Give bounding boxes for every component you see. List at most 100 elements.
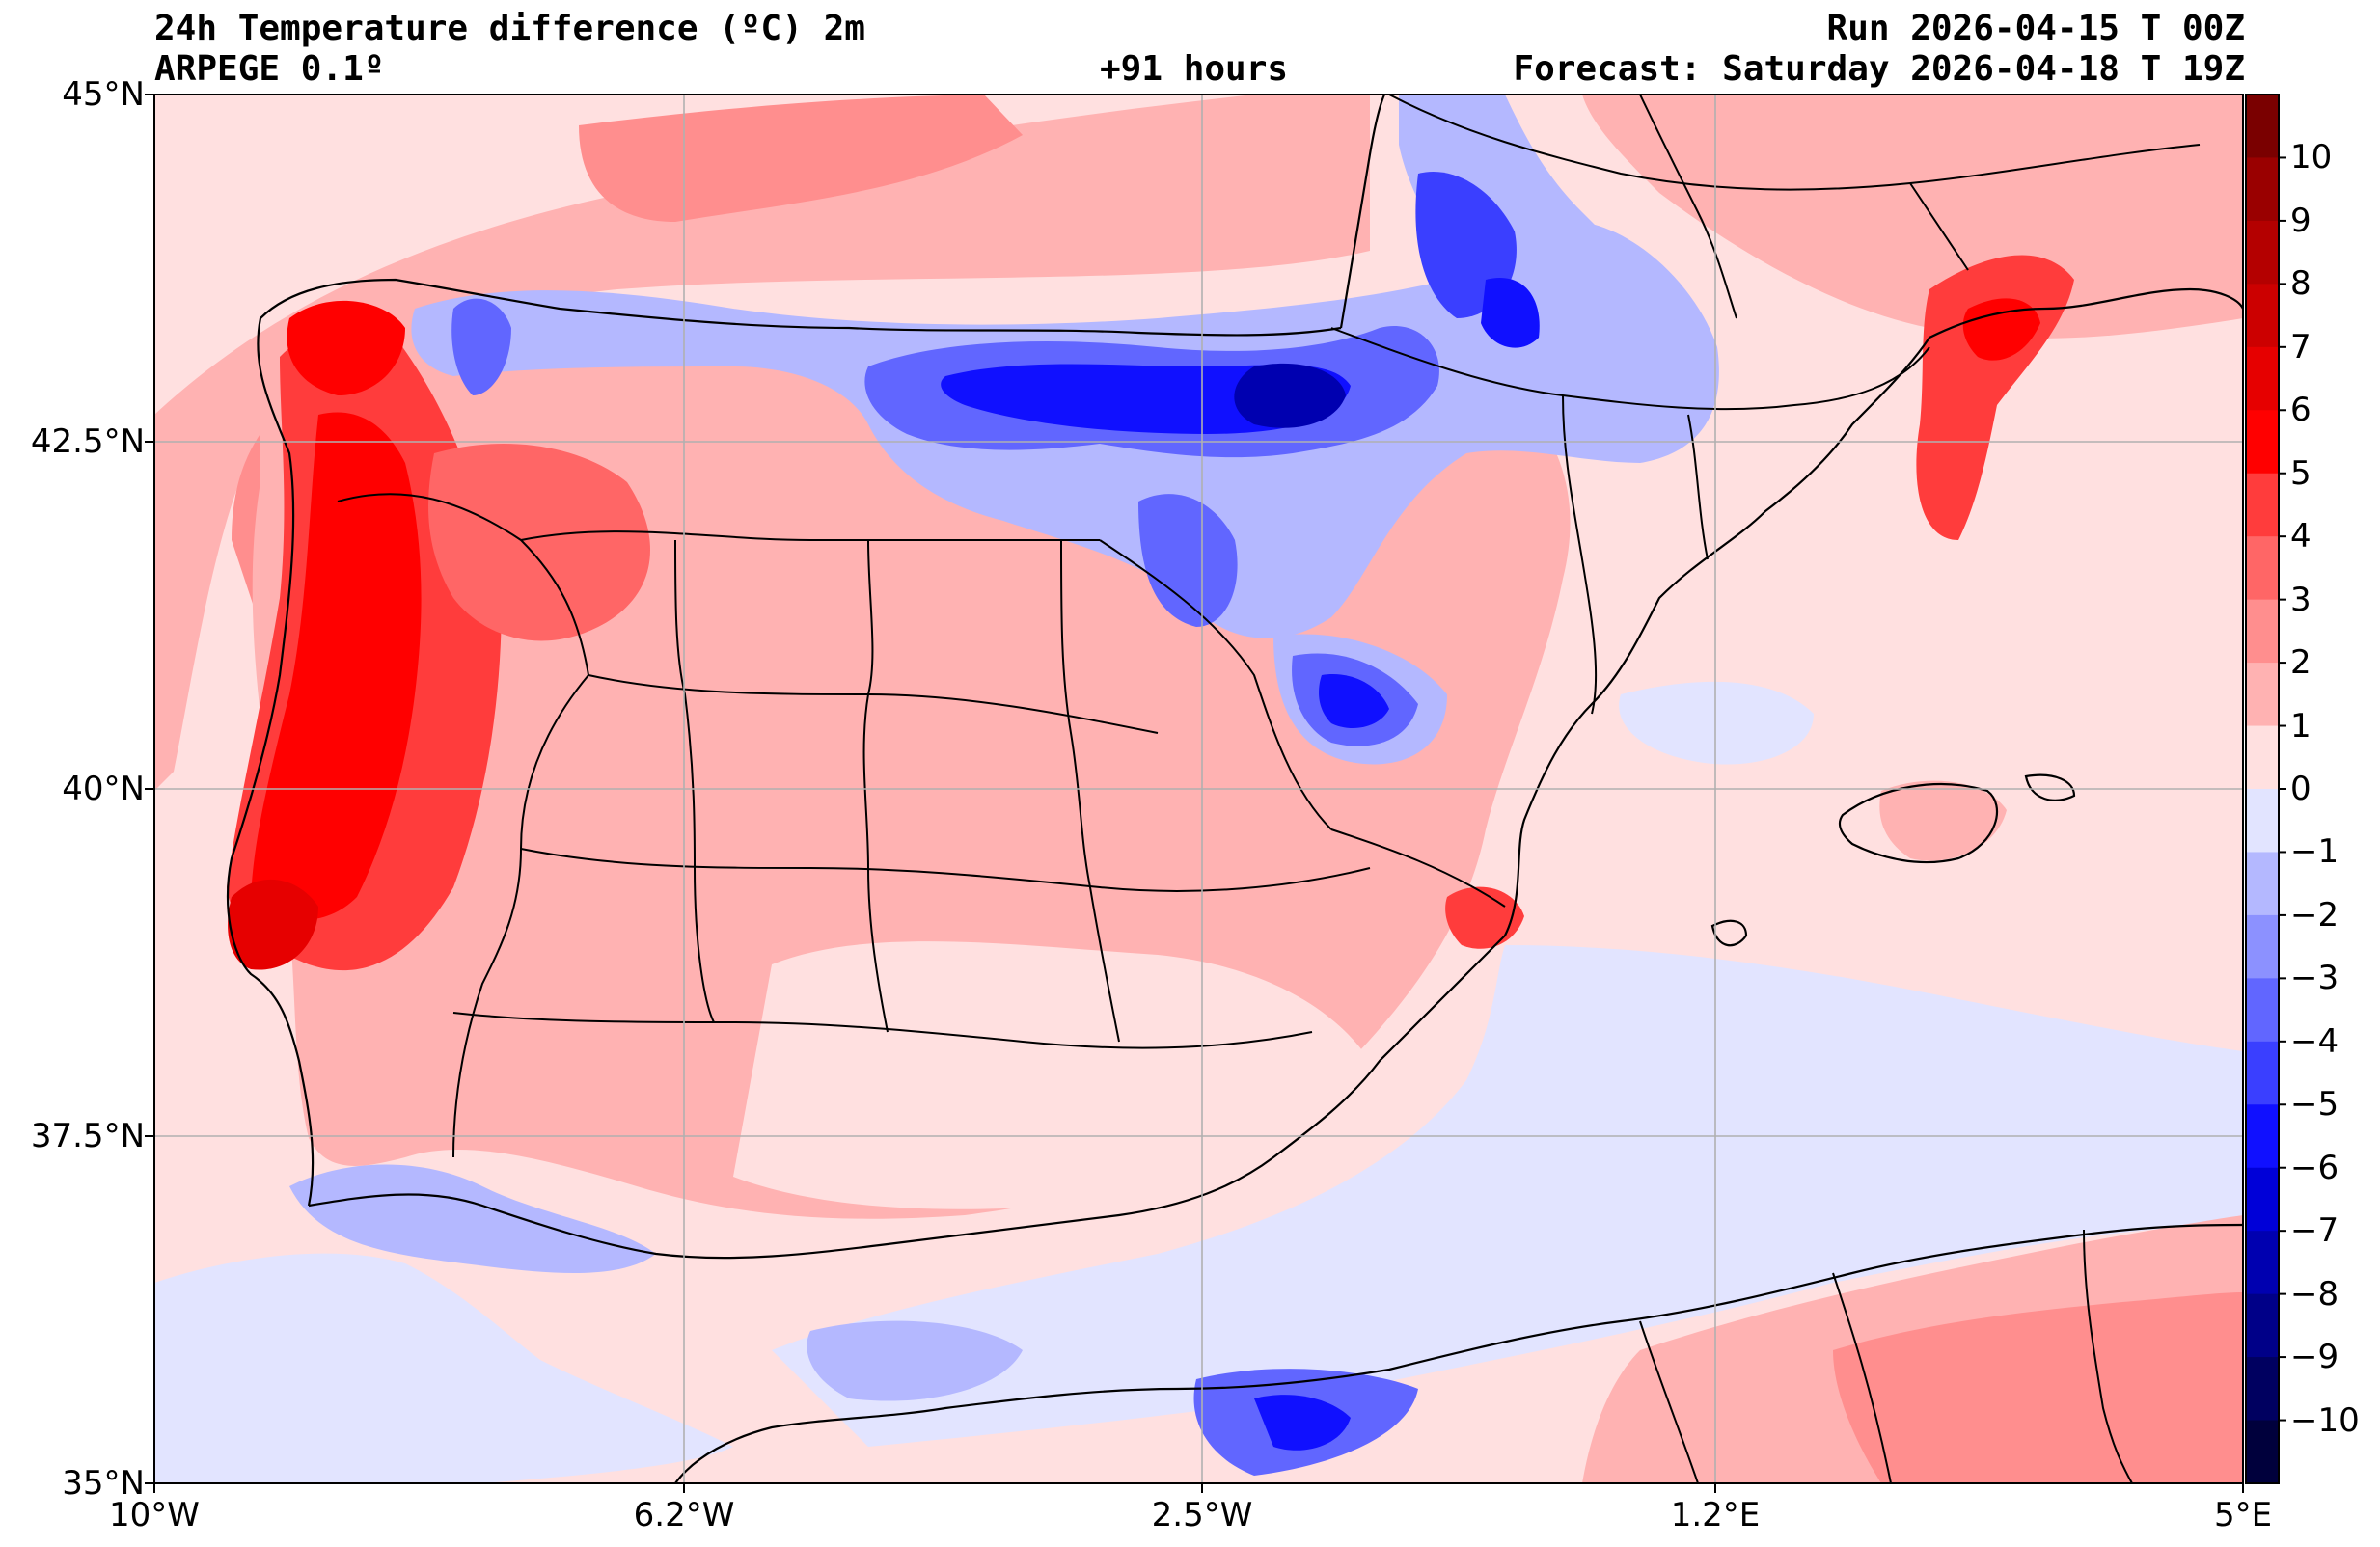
lat-label-42-5n: 42.5°N (30, 422, 145, 461)
colorbar-label: −2 (2290, 895, 2339, 935)
admin-borders (337, 95, 2201, 1483)
run-label: Run 2026-04-15 T 00Z (1826, 9, 2245, 48)
colorbar-label: −8 (2290, 1274, 2339, 1314)
colorbar-label: 4 (2290, 517, 2312, 556)
coastline-gulf-lion (1929, 287, 2243, 339)
field-atlantic-warm-core (579, 95, 1023, 222)
colorbar (2245, 94, 2286, 1484)
lat-label-45n: 45°N (62, 75, 145, 114)
colorbar-label: 5 (2290, 453, 2312, 493)
border-east-axis (1060, 539, 1120, 1043)
colorbar-swatch (2246, 284, 2279, 348)
border-portugal-east (452, 674, 589, 1158)
field-atlantic-warm (154, 95, 1370, 791)
forecast-label: Forecast: Saturday 2026-04-18 T 19Z (1513, 49, 2245, 89)
colorbar-label: 8 (2290, 264, 2312, 304)
colorbar-swatch (2246, 1167, 2279, 1232)
colorbar-label: 9 (2290, 201, 2312, 240)
field-guadalquivir-cool (289, 1164, 656, 1273)
graticule (154, 95, 2243, 1483)
colorbar-label: −4 (2290, 1021, 2339, 1061)
lon-label-1-2e: 1.2°E (1670, 1496, 1761, 1534)
colorbar-swatch (2246, 95, 2279, 158)
colorbar-label: 3 (2290, 580, 2312, 619)
colorbar-label: −7 (2290, 1211, 2339, 1251)
colorbar-swatch (2246, 663, 2279, 727)
colorbar-label: −6 (2290, 1148, 2339, 1187)
border-andalusia (452, 1012, 1313, 1049)
border-algeria-internal-2 (1832, 1272, 1892, 1483)
colorbar-swatch (2246, 157, 2279, 222)
colorbar-label: −3 (2290, 959, 2339, 998)
colorbar-label: 10 (2290, 138, 2333, 177)
field-asturias-cold (451, 298, 511, 395)
field-mallorca-warm (1879, 780, 2007, 861)
colorbar-swatch (2246, 914, 2279, 979)
border-france-regions (1388, 95, 2201, 191)
field-galicia-hot (287, 300, 405, 395)
colorbar-label: 7 (2290, 327, 2312, 366)
colorbar-label: −5 (2290, 1085, 2339, 1125)
border-west-axis (674, 539, 715, 1023)
colorbar-swatch (2246, 536, 2279, 601)
border-castile-south (520, 848, 1371, 892)
border-france-east (1909, 182, 1969, 271)
field-balearic-sea-cool (1619, 681, 1814, 765)
lead-time-label: +91 hours (1100, 49, 1289, 89)
coastlines (226, 95, 2243, 1483)
colorbar-swatch (2246, 1104, 2279, 1169)
colorbar-label: −10 (2290, 1400, 2360, 1440)
field-lisbon-hot (228, 879, 318, 970)
field-med-cool (772, 945, 2243, 1447)
colorbar-swatch (2246, 1357, 2279, 1422)
field-france-warm (1582, 95, 2243, 339)
border-france-south (1639, 95, 1737, 319)
colorbar-swatch (2246, 1420, 2279, 1484)
field-gulf-cadiz-cool (154, 1253, 733, 1483)
lon-label-2-5w: 2.5°W (1151, 1496, 1253, 1534)
field-valencia-warm (1445, 886, 1524, 949)
border-algeria-tunisia (2083, 1229, 2133, 1483)
border-valencia (1330, 828, 1506, 908)
colorbar-swatch (2246, 410, 2279, 475)
border-pyrenees (1330, 327, 1930, 411)
map-plot-area (154, 95, 2243, 1483)
field-morocco-core (1254, 1395, 1351, 1451)
lat-label-37-5n: 37.5°N (30, 1117, 145, 1155)
colorbar-label: 0 (2290, 770, 2312, 808)
lat-label-40n: 40°N (62, 770, 145, 808)
field-cold-aquitaine (1399, 95, 1679, 334)
colorbar-label: −9 (2290, 1338, 2339, 1377)
field-iberian-cold (1138, 494, 1238, 627)
lon-label-5e: 5°E (2213, 1496, 2273, 1534)
coastline-menorca (2024, 774, 2076, 801)
border-aragon-catalonia (1562, 394, 1598, 715)
coastline-ibiza (1710, 919, 1748, 947)
colorbar-label: 6 (2290, 391, 2312, 430)
colorbar-swatch (2246, 599, 2279, 664)
colorbar-swatch (2246, 1231, 2279, 1295)
field-alboran-cool (807, 1320, 1023, 1401)
coastline-portugal (226, 317, 315, 1207)
lon-label-6-2w: 6.2°W (633, 1496, 735, 1534)
lat-label-35n: 35°N (62, 1464, 145, 1503)
coastline-biscay-france (1339, 95, 1386, 329)
map-title: 24h Temperature difference (ºC) 2m (154, 9, 865, 48)
colorbar-label: 1 (2290, 706, 2312, 746)
axis-ticks (145, 94, 2244, 1493)
border-madrid-axis (862, 539, 889, 1033)
coastline-cantabrian (260, 278, 1342, 337)
model-label: ARPEGE 0.1º (154, 49, 385, 89)
lon-label-10w: 10°W (109, 1496, 200, 1534)
colorbar-swatch (2246, 473, 2279, 537)
colorbar-swatch (2246, 1041, 2279, 1105)
colorbar-swatch (2246, 852, 2279, 916)
colorbar-label: −1 (2290, 832, 2339, 872)
coastline-mallorca (1838, 783, 1999, 864)
colorbar-swatch (2246, 789, 2279, 853)
border-aragon (1099, 539, 1332, 830)
border-algeria-internal (1639, 1320, 1699, 1483)
coastline-north-africa (674, 1223, 2243, 1483)
colorbar-label: 2 (2290, 643, 2312, 683)
